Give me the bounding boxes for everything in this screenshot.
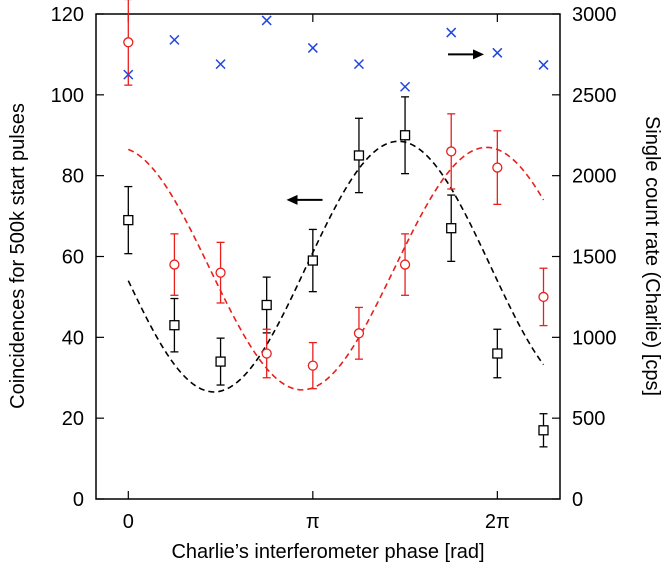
y-right-tick-label: 1000	[572, 327, 617, 349]
circle-point	[538, 291, 549, 303]
circle-point	[123, 37, 134, 48]
y-right-tick-label: 0	[572, 489, 583, 511]
axis-arrows	[286, 49, 485, 205]
cross-point	[169, 34, 180, 45]
cross-point	[538, 59, 549, 70]
cross-point	[123, 69, 134, 80]
cross-point	[215, 59, 226, 70]
y-left-tick-label: 0	[73, 489, 84, 511]
cross-point	[492, 47, 503, 58]
y-left-tick-label: 120	[51, 4, 84, 26]
y-right-tick-label: 1500	[572, 247, 617, 269]
cross-point	[307, 42, 318, 53]
square-point	[399, 130, 411, 141]
cross-point	[353, 59, 364, 70]
y-left-tick-label: 80	[62, 166, 84, 188]
square-point	[307, 255, 318, 266]
circle-point	[215, 267, 226, 278]
fit-curve-red	[127, 146, 545, 391]
y-left-tick-label: 20	[62, 408, 84, 430]
square-point	[538, 425, 549, 436]
y-axis-right-title: Single count rate (Charlie) [cps]	[641, 116, 663, 396]
arrow-left-head	[286, 194, 298, 205]
error-bars	[124, 0, 548, 448]
circle-point	[446, 146, 457, 157]
y-left-tick-label: 60	[62, 247, 84, 269]
plot-frame	[95, 13, 561, 500]
circle-point	[353, 328, 365, 339]
circle-point	[399, 259, 411, 270]
cross-point	[400, 81, 411, 92]
x-axis-title: Charlie’s interferometer phase [rad]	[171, 541, 484, 563]
x-tick-label: 2π	[485, 511, 510, 533]
x-tick-label: 0	[123, 511, 134, 533]
square-point	[215, 356, 226, 367]
circle-point	[169, 259, 180, 270]
y-left-tick-label: 100	[51, 85, 84, 107]
square-point	[261, 299, 272, 311]
square-point	[169, 320, 180, 331]
circle-point	[307, 360, 318, 371]
data-points	[123, 15, 549, 436]
square-point	[123, 214, 134, 226]
cross-point	[446, 27, 457, 38]
cross-point	[261, 15, 272, 26]
fit-curve-black	[127, 140, 545, 393]
circle-point	[492, 162, 503, 173]
y-axis-left-title: Coincidences for 500k start pulses	[7, 103, 29, 409]
circle-point	[261, 348, 272, 359]
square-point	[446, 223, 457, 234]
y-right-tick-label: 2500	[572, 85, 617, 107]
square-point	[492, 348, 503, 359]
arrow-right-head	[473, 49, 485, 60]
y-right-tick-label: 3000	[572, 4, 617, 26]
x-tick-label: π	[306, 511, 320, 533]
fit-curves	[127, 140, 545, 393]
y-left-tick-label: 40	[62, 327, 84, 349]
y-right-tick-label: 2000	[572, 166, 617, 188]
y-right-tick-label: 500	[572, 408, 605, 430]
axis-ticks: 0 π 2π 0 20 40 60 80 100 120 0 500 1000 1500 2000 2500 3…	[51, 4, 617, 533]
square-point	[353, 150, 365, 161]
